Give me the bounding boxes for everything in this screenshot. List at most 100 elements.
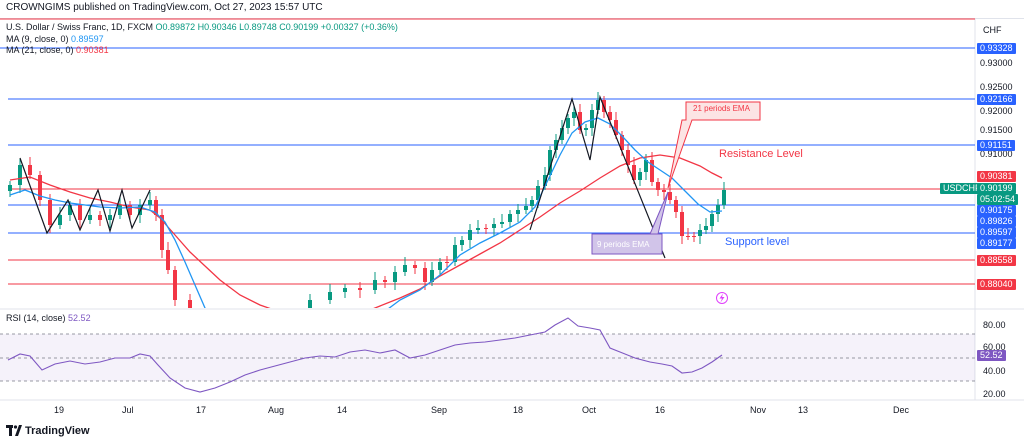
symbol-name: U.S. Dollar / Swiss Franc, 1D, FXCM <box>6 22 154 32</box>
level-label-088558: 0.88558 <box>977 255 1016 266</box>
candle-body <box>403 265 407 272</box>
candle-body <box>650 160 654 182</box>
candle-body <box>710 214 714 226</box>
candle-body <box>572 112 576 118</box>
price-tick: 0.93000 <box>980 58 1013 68</box>
level-label-088040: 0.88040 <box>977 279 1016 290</box>
ema21-annotation: 21 periods EMA <box>693 104 750 113</box>
candle-body <box>188 300 192 308</box>
candle-body <box>686 236 690 237</box>
candle-body <box>393 272 397 282</box>
candle-body <box>383 280 387 282</box>
candle-body <box>578 112 582 130</box>
candle-body <box>58 215 62 225</box>
rsi-pane <box>0 317 975 393</box>
rsi-current-label: 52.52 <box>977 350 1006 361</box>
ma9-value: 0.89597 <box>71 34 104 44</box>
change-value: +0.00327 (+0.36%) <box>320 22 398 32</box>
candle-body <box>468 230 472 240</box>
ma9-label: MA (9, close, 0) <box>6 34 69 44</box>
level-label-093328: 0.93328 <box>977 43 1016 54</box>
candle-body <box>8 185 12 191</box>
candle-body <box>78 205 82 220</box>
candle-body <box>596 100 600 110</box>
candle-body <box>543 175 547 186</box>
candle-body <box>530 200 534 206</box>
rsi-tick: 80.00 <box>983 320 1006 330</box>
candle-body <box>118 205 122 215</box>
candles-group <box>8 92 726 320</box>
ma21-value: 0.90381 <box>76 45 109 55</box>
price-chart[interactable] <box>0 16 1024 420</box>
candle-body <box>154 200 158 215</box>
candle-body <box>173 270 177 300</box>
time-tick: 13 <box>798 405 809 415</box>
brand-name: TradingView <box>25 425 90 437</box>
candle-body <box>343 288 347 292</box>
candle-body <box>554 140 558 150</box>
price-tick: 0.91000 <box>980 149 1013 159</box>
rsi-legend[interactable]: RSI (14, close) 52.52 <box>6 313 91 323</box>
candle-body <box>484 228 488 229</box>
candle-body <box>566 118 570 128</box>
symbol-legend[interactable]: U.S. Dollar / Swiss Franc, 1D, FXCM O0.8… <box>6 22 398 32</box>
resistance-annotation: Resistance Level <box>719 148 803 160</box>
rsi-value: 52.52 <box>68 313 91 323</box>
candle-body <box>166 250 170 270</box>
countdown-label: 05:02:54 <box>977 194 1019 205</box>
candle-body <box>536 186 540 200</box>
candle-body <box>692 236 696 237</box>
level-label-089826: 0.89826 <box>977 216 1016 227</box>
low-value: L0.89748 <box>239 22 277 32</box>
time-tick: 19 <box>54 405 65 415</box>
level-label-089177: 0.89177 <box>977 238 1016 249</box>
time-tick: 16 <box>655 405 666 415</box>
rsi-label: RSI (14, close) <box>6 313 66 323</box>
candle-body <box>644 160 648 172</box>
time-tick: 14 <box>337 405 348 415</box>
ema9-callout <box>591 191 669 255</box>
candle-body <box>328 292 332 300</box>
open-value: O0.89872 <box>155 22 196 32</box>
time-tick: 17 <box>196 405 207 415</box>
candle-body <box>88 215 92 220</box>
ma9-legend[interactable]: MA (9, close, 0) 0.89597 <box>6 34 104 44</box>
candle-body <box>308 300 312 308</box>
time-tick: 18 <box>513 405 524 415</box>
candle-body <box>288 312 292 320</box>
high-value: H0.90346 <box>197 22 237 32</box>
candle-body <box>704 226 708 230</box>
pattern-lines <box>19 94 666 259</box>
candle-body <box>438 262 442 270</box>
candle-body <box>476 228 480 230</box>
candle-body <box>430 270 434 282</box>
footer: TradingView <box>0 420 1024 443</box>
candle-body <box>108 215 112 220</box>
time-tick: Dec <box>893 405 910 415</box>
candle-body <box>590 110 594 128</box>
candle-body <box>716 205 720 214</box>
candle-body <box>698 230 702 236</box>
time-tick: Aug <box>268 405 285 415</box>
ma21-price-label: 0.90381 <box>977 171 1016 182</box>
rsi-tick: 40.00 <box>983 366 1006 376</box>
candle-body <box>722 190 726 205</box>
ma21-legend[interactable]: MA (21, close, 0) 0.90381 <box>6 45 109 55</box>
candle-body <box>128 205 132 215</box>
candle-body <box>413 265 417 268</box>
candle-body <box>373 280 377 290</box>
candle-body <box>358 288 362 290</box>
rsi-tick: 60.00 <box>983 342 1006 352</box>
publisher-info: CROWNGIMS published on TradingView.com, … <box>6 2 323 13</box>
candle-body <box>98 215 102 220</box>
top-bar: CROWNGIMS published on TradingView.com, … <box>0 0 1024 16</box>
lightning-icon[interactable] <box>716 292 728 304</box>
last-price-label: 0.90199 <box>977 183 1016 194</box>
candle-body <box>608 112 612 120</box>
candle-body <box>584 128 588 130</box>
time-tick: Nov <box>750 405 767 415</box>
candle-body <box>614 120 618 135</box>
candle-body <box>632 165 636 180</box>
candle-body <box>460 240 464 245</box>
candle-body <box>516 210 520 214</box>
